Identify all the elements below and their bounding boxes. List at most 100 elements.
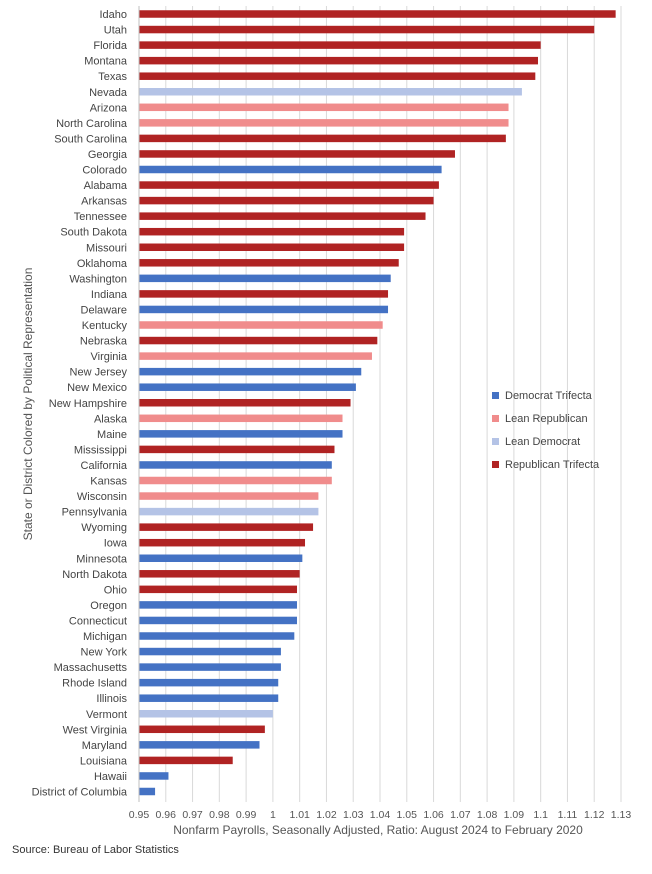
legend-label: Republican Trifecta	[505, 458, 600, 471]
category-label: Florida	[93, 40, 128, 52]
x-tick-label: 1.13	[611, 809, 632, 821]
category-label: Indiana	[91, 289, 128, 301]
category-label: Tennessee	[74, 211, 127, 223]
bar	[139, 492, 319, 500]
x-tick-label: 0.99	[236, 809, 257, 821]
bar	[139, 196, 434, 205]
y-axis-title: State or District Colored by Political R…	[21, 268, 35, 541]
x-tick-label: 1.07	[450, 809, 471, 821]
x-tick-label: 0.96	[156, 809, 177, 821]
x-tick-label: 1.05	[397, 809, 418, 821]
category-label: South Dakota	[60, 227, 128, 239]
bar	[139, 694, 279, 702]
legend-swatch	[492, 392, 499, 399]
bar	[139, 663, 281, 671]
legend-label: Democrat Trifecta	[505, 389, 592, 402]
chart-legend: Democrat Trifecta Lean Republican Lean Dem…	[492, 384, 599, 476]
legend-label: Lean Republican	[505, 412, 588, 425]
category-label: District of Columbia	[32, 787, 128, 799]
bar	[139, 399, 351, 407]
bar	[139, 772, 169, 780]
bar	[139, 710, 273, 718]
category-label: Alabama	[84, 180, 128, 192]
bar	[139, 570, 300, 578]
bar	[139, 383, 356, 391]
x-tick-label: 1.06	[423, 809, 444, 821]
bar	[139, 445, 335, 454]
legend-swatch	[492, 461, 499, 468]
legend-swatch	[492, 438, 499, 445]
bar	[139, 647, 281, 656]
category-label: Missouri	[86, 242, 127, 254]
category-label: Hawaii	[94, 771, 127, 783]
bar	[139, 181, 439, 189]
x-tick-label: 1.01	[289, 809, 310, 821]
legend-item: Republican Trifecta	[492, 453, 599, 476]
bar	[139, 88, 522, 96]
bar	[139, 321, 383, 329]
bar	[139, 430, 343, 438]
legend-item: Lean Republican	[492, 407, 599, 430]
category-label: Vermont	[86, 709, 127, 721]
category-label: Kansas	[90, 476, 127, 488]
bar	[139, 305, 389, 314]
category-label: Nebraska	[80, 336, 128, 348]
x-tick-label: 1.04	[370, 809, 391, 821]
category-label: Nevada	[89, 87, 128, 99]
x-tick-label: 0.97	[182, 809, 203, 821]
bar	[139, 259, 399, 267]
category-label: Kentucky	[82, 320, 128, 332]
x-tick-label: 1.03	[343, 809, 364, 821]
x-tick-label: 1.11	[558, 809, 578, 821]
bar	[139, 119, 509, 127]
bar	[139, 56, 538, 65]
category-label: Minnesota	[76, 553, 128, 565]
x-tick-label: 1.09	[504, 809, 525, 821]
category-label: Virginia	[91, 351, 128, 363]
x-tick-label: 1.08	[477, 809, 498, 821]
bar	[139, 72, 536, 80]
category-label: Mississippi	[74, 444, 127, 456]
bar	[139, 461, 332, 469]
category-label: Maryland	[82, 740, 127, 752]
category-label: Pennsylvania	[62, 507, 128, 519]
category-label: New York	[81, 647, 128, 659]
bar	[139, 227, 405, 236]
category-label: West Virginia	[63, 724, 128, 736]
category-label: New Jersey	[70, 367, 128, 379]
category-label: Louisiana	[80, 755, 128, 767]
bar	[139, 25, 595, 34]
category-label: North Carolina	[56, 118, 128, 130]
category-label: South Carolina	[54, 133, 128, 145]
category-label: Connecticut	[69, 615, 127, 627]
category-label: Oregon	[90, 600, 127, 612]
bar	[139, 554, 303, 562]
bar	[139, 741, 260, 749]
legend-label: Lean Democrat	[505, 435, 581, 448]
category-label: California	[81, 460, 128, 472]
category-label: Wyoming	[81, 522, 127, 534]
x-tick-label: 0.98	[209, 809, 230, 821]
legend-item: Lean Democrat	[492, 430, 599, 453]
source-note: Source: Bureau of Labor Statistics	[12, 844, 179, 856]
bar	[139, 41, 541, 49]
bar	[139, 367, 362, 376]
bar	[139, 787, 156, 796]
bar	[139, 212, 426, 220]
category-label: Arizona	[90, 102, 128, 114]
x-tick-label: 1	[270, 809, 276, 821]
category-label: Wisconsin	[77, 491, 127, 503]
bar	[139, 274, 391, 283]
category-label: Illinois	[96, 693, 127, 705]
category-label: Montana	[84, 56, 128, 68]
bar	[139, 414, 343, 423]
category-label: Georgia	[88, 149, 128, 161]
category-label: Rhode Island	[62, 678, 127, 690]
bar	[139, 10, 616, 18]
category-label: Oklahoma	[77, 258, 128, 270]
bar	[139, 538, 306, 547]
bar	[139, 678, 279, 687]
bar	[139, 352, 372, 360]
bar	[139, 756, 233, 765]
bar	[139, 150, 455, 158]
